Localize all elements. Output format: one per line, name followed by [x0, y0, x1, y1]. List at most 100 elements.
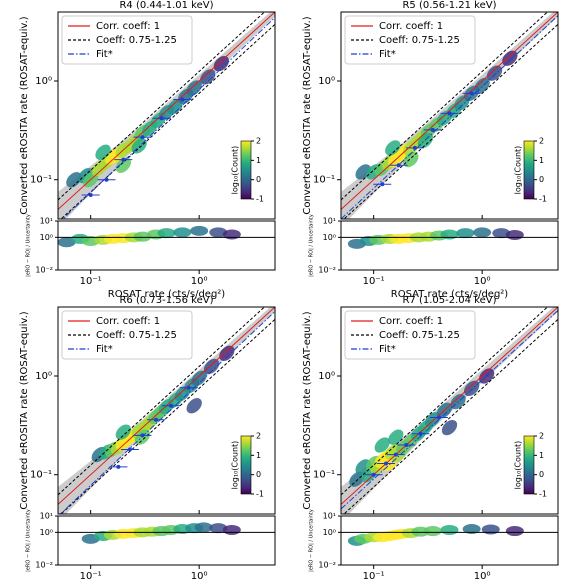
colorbar-tick-label: 2 — [256, 432, 261, 441]
density-cell — [186, 80, 202, 96]
residual-y-label: |eRO − RO| / Uncertainty — [309, 509, 315, 572]
fit-point — [140, 135, 145, 140]
colorbar-tick-label: 1 — [256, 156, 261, 165]
density-cell — [191, 370, 207, 386]
residual-y-label: |eRO − RO| / Uncertainty — [26, 214, 32, 277]
residual-cell — [190, 225, 209, 236]
residual-cell — [58, 237, 76, 248]
res-y-tick-label: 10⁻² — [318, 266, 336, 275]
residual-cell — [462, 523, 481, 534]
res-y-tick-label: 10⁻² — [35, 266, 53, 275]
colorbar-label: log₁₀(Count) — [514, 441, 523, 490]
residual-cell — [505, 526, 524, 537]
residual-cell — [222, 229, 241, 240]
residual-cell — [456, 228, 475, 239]
density-cell — [374, 437, 390, 453]
panel-title: R4 (0.44-1.01 keV) — [119, 0, 213, 11]
fit-point — [393, 452, 398, 457]
residual-cell — [440, 229, 459, 240]
fit-point — [380, 182, 385, 187]
res-y-tick-label: 10⁻² — [318, 561, 336, 570]
y-tick-label: 10⁻¹ — [30, 470, 52, 481]
legend-box — [344, 310, 476, 360]
y-tick-label: 10⁰ — [318, 371, 335, 382]
y-tick-label: 10⁰ — [35, 371, 52, 382]
panel-title: R5 (0.56-1.21 keV) — [402, 0, 496, 11]
reference-line — [341, 307, 558, 505]
reference-line — [58, 12, 266, 201]
colorbar-tick-label: -1 — [256, 195, 264, 204]
x-tick-label: 10⁰ — [474, 276, 491, 287]
reference-line — [343, 318, 558, 514]
panel-title: R7 (1.05-2.04 keV) — [402, 295, 496, 306]
fit-point — [396, 163, 401, 168]
density-cell — [167, 98, 183, 115]
residual-frame — [340, 220, 559, 271]
legend-label: Coeff: 0.75-1.25 — [379, 35, 460, 46]
density-cell — [388, 429, 404, 445]
density-cell — [486, 65, 503, 81]
y-tick-label: 10⁰ — [318, 76, 335, 87]
residual-cell — [209, 227, 228, 238]
fit-point — [88, 193, 93, 198]
fit-point — [180, 97, 185, 102]
density-cell — [502, 50, 518, 66]
fit-point — [430, 127, 435, 132]
legend-box — [344, 15, 476, 65]
reference-line — [343, 23, 558, 219]
legend-label: Fit* — [96, 344, 113, 355]
density-cell — [66, 172, 82, 188]
fit-point — [127, 447, 132, 452]
residual-y-label: |eRO − RO| / Uncertainty — [309, 214, 315, 277]
fit-point — [412, 145, 417, 150]
residual-frame — [57, 515, 276, 566]
y-axis-label: Converted eROSITA rate (ROSAT-equiv.) — [19, 16, 30, 214]
x-tick-label: 10⁰ — [474, 571, 491, 582]
residual-cell — [222, 524, 241, 535]
y-tick-label: 10⁻¹ — [313, 175, 335, 186]
main-plot — [58, 307, 275, 514]
res-y-tick-label: 10⁰ — [40, 233, 53, 242]
colorbar — [523, 435, 535, 495]
main-plot — [58, 12, 275, 219]
legend-label: Corr. coeff: 1 — [96, 316, 160, 327]
residual-cell — [423, 526, 442, 537]
fit-point — [116, 464, 121, 469]
x-tick-label: 10⁻¹ — [80, 571, 102, 582]
colorbar-label: log₁₀(Count) — [231, 146, 240, 195]
residual-frame — [57, 220, 276, 271]
legend-label: Fit* — [379, 344, 396, 355]
res-y-tick-label: 10⁰ — [40, 528, 53, 537]
residual-plot — [347, 227, 524, 249]
x-tick-label: 10⁻¹ — [80, 276, 102, 287]
panel-title: R6 (0.73-1.56 keV) — [119, 295, 213, 306]
colorbar-label: log₁₀(Count) — [514, 146, 523, 195]
colorbar-tick-label: -1 — [256, 490, 264, 499]
y-axis-label: Converted eROSITA rate (ROSAT-equiv.) — [302, 16, 313, 214]
x-tick-label: 10⁻¹ — [363, 571, 385, 582]
main-plot — [341, 12, 558, 219]
reference-line — [341, 12, 558, 210]
residual-cell — [492, 228, 511, 239]
y-tick-label: 10⁰ — [35, 76, 52, 87]
density-cell — [213, 55, 229, 72]
y-axis-label: Converted eROSITA rate (ROSAT-equiv.) — [302, 311, 313, 509]
residual-cell — [505, 229, 524, 240]
plot-frame — [340, 306, 559, 515]
colorbar-label: log₁₀(Count) — [231, 441, 240, 490]
colorbar — [240, 140, 252, 200]
colorbar-tick-label: 0 — [539, 470, 544, 479]
legend-box — [61, 310, 193, 360]
fit-point — [469, 91, 474, 96]
residual-cell — [481, 524, 500, 535]
legend-label: Corr. coeff: 1 — [379, 21, 443, 32]
fit-point — [186, 385, 191, 390]
residual-cell — [209, 523, 228, 534]
fit-point — [436, 415, 441, 420]
colorbar-tick-label: -1 — [539, 490, 547, 499]
density-cell — [115, 424, 131, 440]
res-y-tick-label: 10¹ — [40, 217, 53, 226]
residual-cell — [157, 228, 176, 239]
fit-point — [104, 177, 109, 182]
